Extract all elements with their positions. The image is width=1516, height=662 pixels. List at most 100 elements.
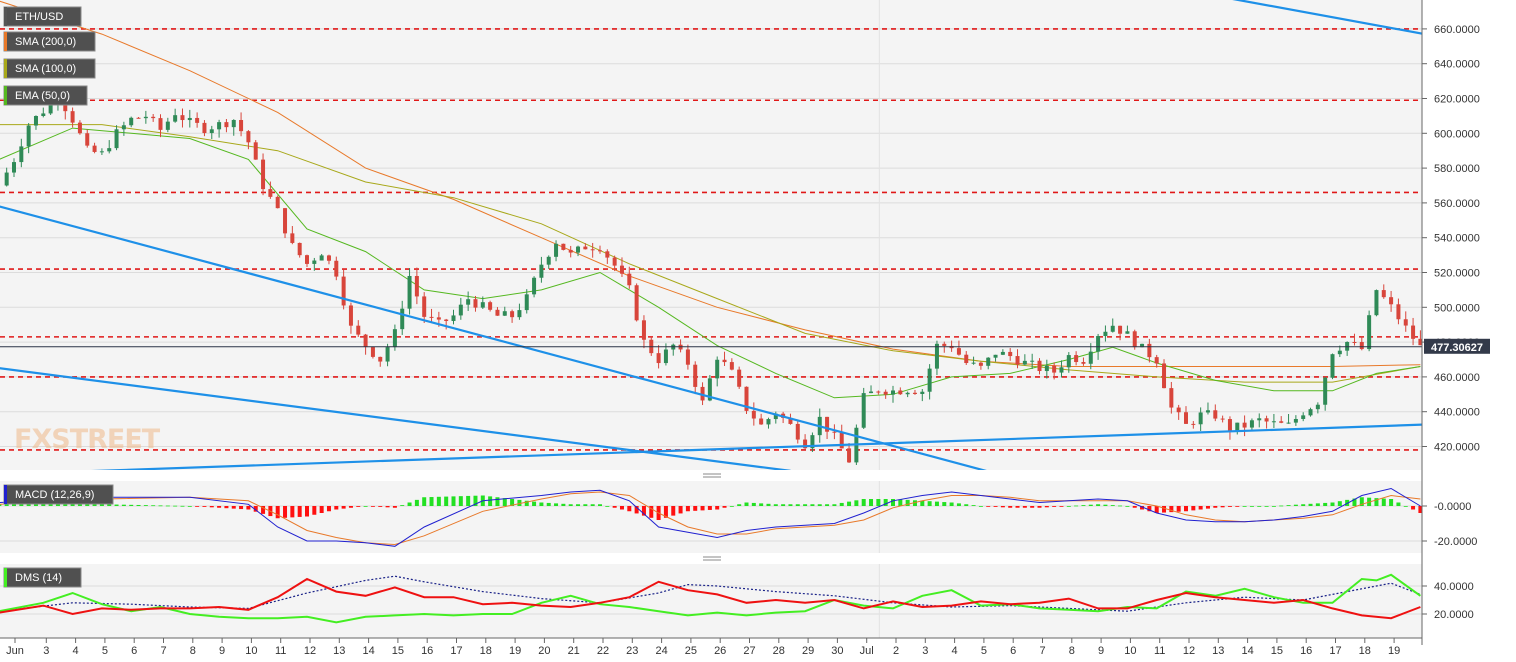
candle-body: [891, 390, 895, 395]
candle-body: [912, 392, 917, 394]
macd-histogram-bar: [341, 506, 346, 509]
macd-histogram-bar: [964, 504, 969, 506]
macd-histogram-bar: [1147, 506, 1152, 512]
candle-body: [590, 249, 595, 251]
macd-histogram-bar: [1411, 506, 1416, 510]
macd-histogram-bar: [356, 506, 361, 507]
macd-histogram-bar: [978, 506, 983, 507]
ema-50-line: [0, 127, 1421, 399]
y-tick-label: 600.0000: [1434, 128, 1480, 140]
macd-histogram-bar: [1249, 506, 1254, 507]
macd-histogram-bar: [759, 503, 764, 506]
macd-pane: [0, 481, 1422, 553]
current-price-value: 477.30627: [1431, 342, 1483, 354]
macd-histogram-bar: [517, 499, 522, 506]
macd-histogram-bar: [788, 504, 793, 506]
macd-histogram-bar: [1403, 506, 1408, 507]
x-tick-label: Jul: [860, 645, 874, 657]
candle-body: [239, 119, 244, 132]
candle-body: [1059, 367, 1064, 373]
candle-body: [605, 251, 610, 258]
macd-histogram-bar: [1381, 498, 1386, 506]
x-tick-label: 25: [685, 645, 697, 657]
macd-histogram-bar: [1000, 506, 1005, 508]
y-tick-label: 420.0000: [1434, 442, 1480, 454]
symbol-label: ETH/USD: [15, 11, 63, 23]
legend-eth-usd[interactable]: ETH/USD: [3, 6, 82, 27]
x-tick-label: 5: [981, 645, 987, 657]
legend-dms[interactable]: DMS (14): [3, 567, 82, 588]
pane-splitter-bottom[interactable]: [0, 553, 1422, 564]
macd-histogram-bar: [85, 504, 90, 506]
candle-body: [883, 391, 888, 395]
macd-histogram-bar: [495, 497, 500, 506]
legend-macd[interactable]: MACD (12,26,9): [3, 484, 114, 505]
candle-body: [1140, 343, 1145, 348]
pane-splitter-top[interactable]: [0, 470, 1422, 481]
macd-histogram-bar: [927, 501, 932, 506]
x-tick-label: 10: [1124, 645, 1136, 657]
sma-200-label: SMA (200,0): [15, 36, 76, 48]
macd-histogram-bar: [253, 506, 258, 512]
candle-body: [693, 364, 698, 387]
legend-sma-100[interactable]: SMA (100,0): [3, 58, 96, 79]
candle-body: [1374, 290, 1379, 316]
candle-body: [1359, 342, 1364, 350]
macd-histogram-bar: [1286, 505, 1291, 506]
macd-histogram-bar: [554, 503, 559, 506]
macd-histogram-bar: [795, 504, 800, 506]
macd-histogram-bar: [1081, 505, 1086, 506]
candle-body: [48, 102, 53, 114]
macd-histogram-bar: [370, 506, 375, 507]
candle-body: [707, 378, 712, 401]
x-tick-label: 14: [1241, 645, 1253, 657]
candle-body: [1022, 360, 1027, 365]
macd-histogram-bar: [1293, 504, 1298, 506]
macd-histogram-bar: [473, 495, 478, 506]
macd-histogram-bar: [619, 506, 624, 510]
candle-body: [26, 125, 31, 147]
macd-histogram-bar: [825, 504, 830, 506]
x-tick-label: 12: [304, 645, 316, 657]
y-tick-label: 640.0000: [1434, 59, 1480, 71]
macd-histogram-bar: [312, 506, 317, 515]
macd-histogram-bar: [173, 505, 178, 507]
macd-histogram-bar: [1169, 506, 1174, 513]
trendline[interactable]: [1054, 0, 1444, 38]
candle-body: [576, 246, 581, 253]
candle-body: [356, 325, 361, 335]
trendline[interactable]: [0, 367, 791, 471]
candle-body: [1169, 388, 1174, 408]
candle-body: [942, 343, 947, 346]
candle-body: [268, 189, 273, 197]
macd-signal-line: [0, 491, 1421, 546]
candle-body: [414, 275, 419, 297]
legend-ema-50[interactable]: EMA (50,0): [3, 85, 88, 106]
macd-histogram-bar: [202, 506, 207, 507]
candle-body: [151, 116, 156, 119]
candle-body: [583, 246, 588, 250]
macd-histogram-bar: [912, 500, 917, 506]
macd-histogram-bar: [19, 504, 24, 506]
macd-histogram-bar: [392, 506, 397, 508]
candle-body: [19, 146, 24, 163]
dms-lines: [0, 573, 1421, 624]
candle-body: [407, 275, 412, 309]
candle-body: [832, 431, 837, 433]
candle-body: [305, 255, 309, 264]
candle-body: [612, 257, 617, 266]
candle-body: [363, 334, 368, 348]
trendline[interactable]: [0, 205, 1025, 481]
macd-histogram-bar: [305, 506, 309, 517]
macd-histogram-bar: [1162, 506, 1167, 513]
trendline[interactable]: [0, 423, 1444, 474]
candle-body: [85, 133, 90, 146]
candle-body: [480, 302, 485, 308]
candle-body: [1081, 362, 1086, 364]
legend-sma-200[interactable]: SMA (200,0): [3, 31, 96, 52]
candle-body: [539, 264, 544, 278]
macd-histogram-bar: [1323, 502, 1328, 506]
macd-histogram-bar: [905, 499, 910, 506]
macd-histogram-bar: [1374, 498, 1379, 506]
